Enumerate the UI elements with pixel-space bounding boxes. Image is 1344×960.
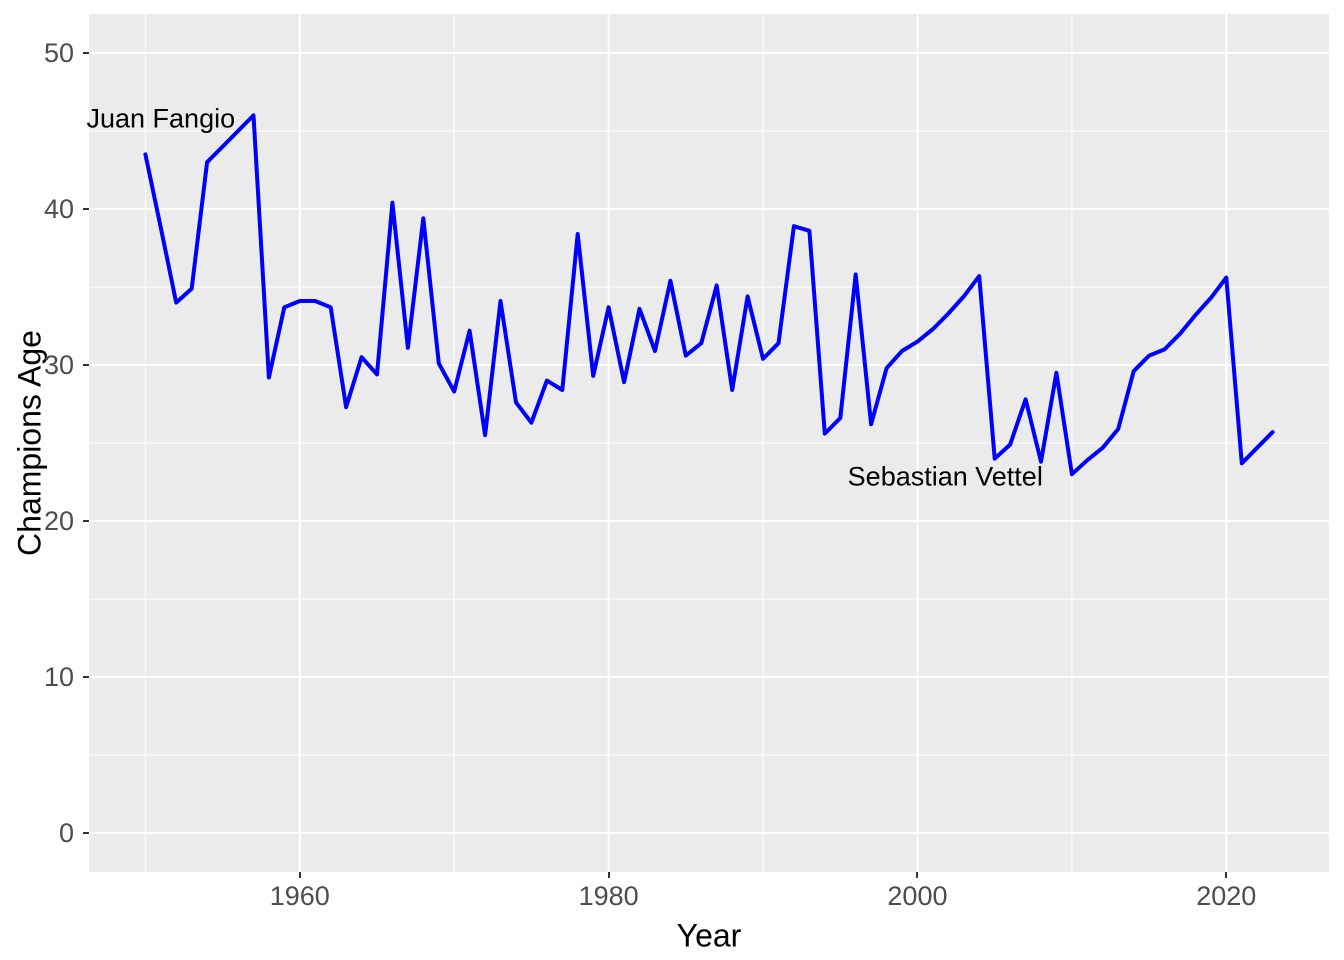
annotation-juan-fangio: Juan Fangio <box>86 103 236 134</box>
annotation-sebastian-vettel: Sebastian Vettel <box>847 461 1043 492</box>
y-tick-mark-30 <box>83 364 89 366</box>
plot-panel <box>89 14 1329 872</box>
x-tick-label-1980: 1980 <box>578 881 639 911</box>
x-axis-title: Year <box>676 917 742 954</box>
y-tick-label-50: 50 <box>43 38 74 68</box>
x-tick-label-2000: 2000 <box>887 881 948 911</box>
y-tick-mark-20 <box>83 520 89 522</box>
x-tick-label-2020: 2020 <box>1196 881 1257 911</box>
x-tick-mark-1960 <box>298 872 301 878</box>
y-tick-label-30: 30 <box>43 350 74 380</box>
y-tick-label-40: 40 <box>43 194 74 224</box>
y-tick-mark-10 <box>83 676 89 678</box>
x-tick-label-1960: 1960 <box>269 881 330 911</box>
y-tick-label-0: 0 <box>58 818 74 848</box>
y-tick-mark-40 <box>83 208 89 210</box>
y-tick-mark-50 <box>83 52 89 54</box>
x-tick-mark-2000 <box>916 872 919 878</box>
champions-age-line <box>143 113 1275 477</box>
y-tick-mark-0 <box>83 832 89 834</box>
y-tick-label-20: 20 <box>43 506 74 536</box>
x-tick-mark-2020 <box>1225 872 1228 878</box>
x-tick-mark-1980 <box>607 872 610 878</box>
line-chart-canvas <box>89 14 1329 872</box>
y-tick-label-10: 10 <box>43 662 74 692</box>
